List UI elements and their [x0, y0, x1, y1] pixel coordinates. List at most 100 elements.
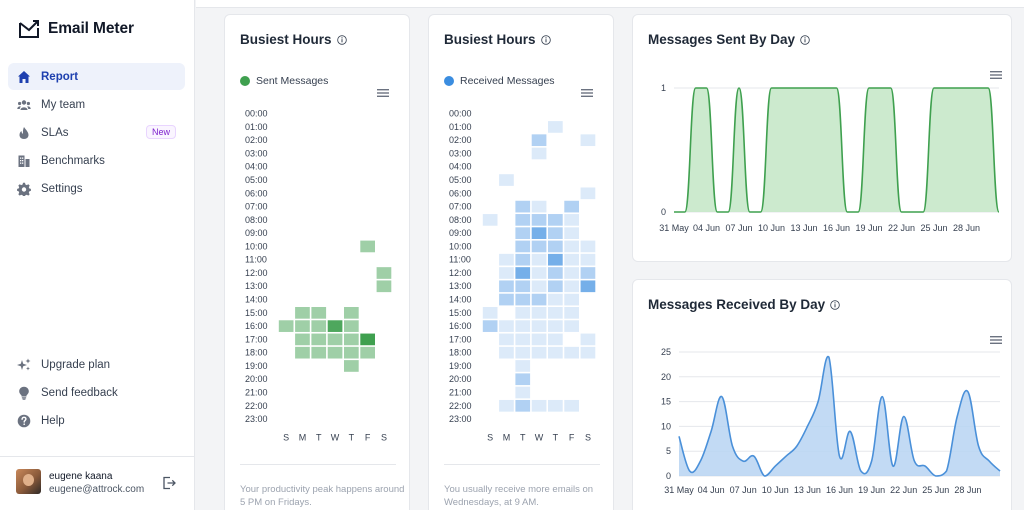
heatmap-cell: [499, 399, 514, 412]
hour-label: 20:00: [449, 374, 472, 384]
heatmap-cell: [311, 346, 327, 359]
day-label: T: [316, 433, 322, 443]
secondary-nav: Upgrade plan Send feedback Help: [8, 351, 185, 435]
hour-label: 21:00: [449, 387, 472, 397]
heatmap-cell: [376, 267, 392, 279]
nav-label: Help: [41, 414, 65, 427]
heatmap-cell: [580, 333, 596, 346]
y-tick-label: 20: [661, 372, 671, 382]
heatmap-cell: [531, 307, 547, 319]
y-tick-label: 5: [666, 446, 671, 456]
heatmap-cell: [548, 293, 563, 306]
chart-menu-icon[interactable]: [581, 88, 593, 98]
nav-item-send-feedback[interactable]: Send feedback: [8, 379, 185, 406]
heatmap-cell: [564, 307, 579, 319]
team-icon: [17, 98, 31, 112]
hour-label: 14:00: [245, 295, 268, 305]
nav-item-report[interactable]: Report: [8, 63, 185, 90]
heatmap-cell: [564, 227, 579, 239]
card-title: Messages Sent By Day: [648, 32, 810, 47]
info-icon[interactable]: [830, 299, 840, 310]
divider: [240, 464, 396, 465]
hour-label: 05:00: [449, 175, 472, 185]
heatmap-cell: [564, 346, 579, 359]
x-tick-label: 22 Jun: [888, 223, 915, 233]
card-title-text: Messages Received By Day: [648, 297, 826, 312]
heatmap-cell: [295, 307, 310, 319]
nav-label: Settings: [41, 182, 83, 195]
heatmap-cell: [531, 346, 547, 359]
heatmap-cell: [499, 346, 514, 359]
heatmap-cell: [482, 320, 498, 332]
avatar[interactable]: [16, 469, 41, 494]
productivity-note: Your productivity peak happens around 5 …: [240, 484, 405, 508]
card-title-text: Busiest Hours: [444, 32, 536, 47]
chart-menu-icon[interactable]: [990, 70, 1002, 80]
hour-label: 18:00: [449, 348, 472, 358]
hour-label: 11:00: [245, 255, 267, 265]
heatmap-cell: [278, 320, 294, 332]
x-tick-label: 13 Jun: [790, 223, 817, 233]
x-tick-label: 28 Jun: [954, 485, 981, 495]
heatmap-cell: [531, 253, 547, 266]
brand[interactable]: Email Meter: [18, 18, 134, 40]
received-by-day-chart: 0 5 10 15 20 25 31 May 04 Jun 07 Jun 10 Jun 13 Jun…: [661, 347, 1001, 495]
info-icon[interactable]: [336, 34, 347, 45]
hour-label: 06:00: [449, 188, 472, 198]
logout-icon[interactable]: [162, 476, 176, 490]
heatmap-cell: [327, 333, 343, 346]
heatmap-cell: [515, 214, 531, 226]
busiest-hours-received-card: Busiest Hours Received Messages 00:00 01:…: [428, 14, 614, 510]
heatmap-cell: [344, 333, 359, 346]
chart-menu-icon[interactable]: [990, 335, 1002, 345]
nav-item-help[interactable]: Help: [8, 407, 185, 434]
received-heatmap: 00:00 01:00 02:00 03:00 04:00 05:00 06:00 07:00…: [449, 109, 596, 443]
user-email: eugene@attrock.com: [49, 484, 145, 495]
hour-label: 03:00: [449, 148, 472, 158]
x-tick-label: 22 Jun: [890, 485, 917, 495]
hour-label: 11:00: [449, 255, 471, 265]
series-area: [674, 88, 999, 212]
home-icon: [17, 70, 31, 84]
heatmap-cell: [327, 320, 343, 332]
nav-item-benchmarks[interactable]: Benchmarks: [8, 147, 185, 174]
heatmap-cell: [548, 267, 563, 279]
day-label: M: [503, 433, 511, 443]
bulb-icon: [17, 386, 31, 400]
heatmap-cell: [515, 333, 531, 346]
hour-label: 02:00: [245, 135, 268, 145]
nav-item-settings[interactable]: Settings: [8, 175, 185, 202]
legend[interactable]: Received Messages: [444, 75, 555, 87]
heatmap-cell: [548, 333, 563, 346]
nav-item-my-team[interactable]: My team: [8, 91, 185, 118]
hour-label: 09:00: [245, 228, 268, 238]
chart-menu-icon[interactable]: [377, 88, 389, 98]
heatmap-cell: [515, 200, 531, 213]
heatmap-cell: [564, 267, 579, 279]
legend[interactable]: Sent Messages: [240, 75, 328, 87]
heatmap-cell: [580, 253, 596, 266]
hour-label: 03:00: [245, 148, 268, 158]
top-bar: [196, 0, 1024, 8]
heatmap-cell: [580, 187, 596, 200]
heatmap-cell: [360, 240, 375, 253]
sparkle-icon: [17, 358, 31, 372]
heatmap-cell: [515, 293, 531, 306]
messages-received-by-day-card: Messages Received By Day 0 5 10 15 20 25 31 Ma…: [632, 279, 1012, 510]
info-icon[interactable]: [540, 34, 551, 45]
nav-item-upgrade-plan[interactable]: Upgrade plan: [8, 351, 185, 378]
nav-item-slas[interactable]: SLAs New: [8, 119, 185, 146]
heatmap-cell: [327, 346, 343, 359]
card-title: Busiest Hours: [240, 32, 347, 47]
heatmap-cell: [531, 240, 547, 253]
heatmap-cell: [548, 240, 563, 253]
x-tick-label: 10 Jun: [758, 223, 785, 233]
info-icon[interactable]: [800, 34, 810, 45]
heatmap-cell: [499, 280, 514, 293]
hour-label: 22:00: [449, 401, 472, 411]
x-tick-label: 07 Jun: [725, 223, 752, 233]
series-area: [679, 356, 1000, 476]
x-tick-label: 04 Jun: [698, 485, 725, 495]
app-name: Email Meter: [48, 20, 134, 37]
heatmap-cell: [548, 320, 563, 332]
